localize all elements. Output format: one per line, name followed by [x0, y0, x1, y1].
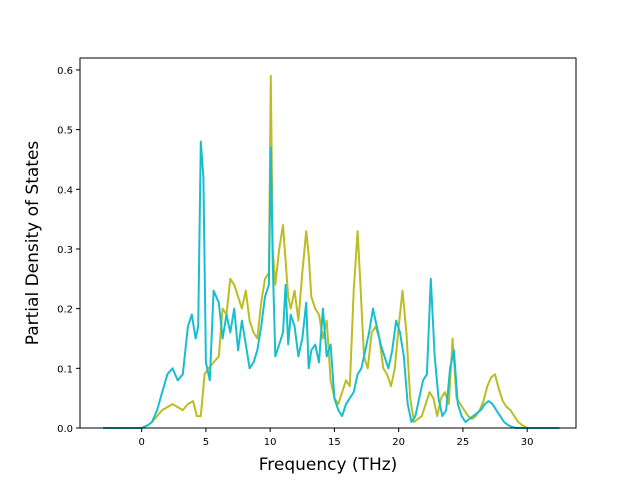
x-axis-title: Frequency (THz) [259, 455, 398, 475]
x-tick-label: 5 [203, 437, 209, 448]
y-axis-ticks: 0.0 0.1 0.2 0.3 0.4 0.5 0.6 [57, 66, 80, 435]
plot-frame [79, 57, 577, 429]
y-tick-label: 0.4 [57, 185, 73, 196]
plot-area [80, 58, 576, 428]
y-tick-label: 0.2 [57, 305, 73, 316]
y-tick-label: 0.1 [57, 364, 73, 375]
x-tick-label: 30 [521, 437, 534, 448]
x-tick-label: 0 [138, 437, 144, 448]
y-tick-label: 0.3 [57, 245, 73, 256]
x-tick-label: 10 [264, 437, 277, 448]
x-axis-ticks: 0 5 10 15 20 25 30 [138, 428, 534, 448]
y-tick-label: 0.6 [57, 66, 73, 77]
x-tick-label: 20 [392, 437, 405, 448]
x-tick-label: 25 [457, 437, 470, 448]
x-tick-label: 15 [328, 437, 341, 448]
y-tick-label: 0.0 [57, 424, 73, 435]
series-layer [103, 74, 560, 429]
y-tick-label: 0.5 [57, 126, 73, 137]
y-axis-title: Partial Density of States [23, 141, 43, 346]
series-line-1 [103, 140, 560, 429]
